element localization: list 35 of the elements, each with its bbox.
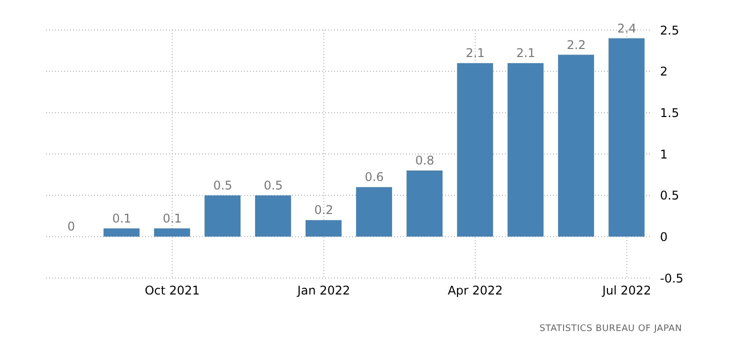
y-tick-label: 1.5 (660, 106, 680, 120)
x-tick-label: Oct 2021 (144, 284, 200, 298)
data-label: 0.2 (314, 203, 334, 218)
bar (104, 228, 140, 237)
y-tick-label: 0 (660, 230, 668, 244)
data-label: 0.1 (162, 211, 182, 226)
y-tick-label: 2.5 (660, 23, 680, 38)
y-tick-label: 1 (660, 147, 668, 162)
data-label: 2.1 (516, 46, 536, 60)
x-tick-label: Apr 2022 (448, 284, 503, 298)
bar (457, 63, 494, 237)
bar (356, 187, 392, 237)
bar (255, 195, 292, 237)
y-tick-label: 2 (660, 64, 668, 79)
bar (608, 38, 645, 237)
data-label: 0.5 (213, 178, 232, 192)
data-label: 0 (67, 220, 76, 234)
bar (508, 63, 544, 237)
data-label: 0.8 (415, 154, 434, 168)
text: STATISTICS BUREAU OF JAPAN (540, 324, 682, 334)
bar (204, 195, 241, 237)
data-label: 0.5 (264, 178, 283, 192)
y-tick-label: 0.5 (660, 188, 680, 203)
bar (154, 228, 190, 237)
x-tick-label: Jan 2022 (296, 284, 350, 298)
y-tick-label: -0.5 (660, 271, 684, 286)
x-tick-label: Jul 2022 (601, 284, 652, 298)
data-label: 2.4 (617, 21, 636, 36)
bar (406, 170, 443, 237)
bar (306, 220, 342, 237)
bar (558, 54, 594, 237)
data-label: 0.1 (112, 211, 132, 226)
data-label: 2.2 (566, 38, 586, 52)
data-label: 0.6 (364, 170, 384, 184)
data-label: 2.1 (466, 46, 485, 60)
